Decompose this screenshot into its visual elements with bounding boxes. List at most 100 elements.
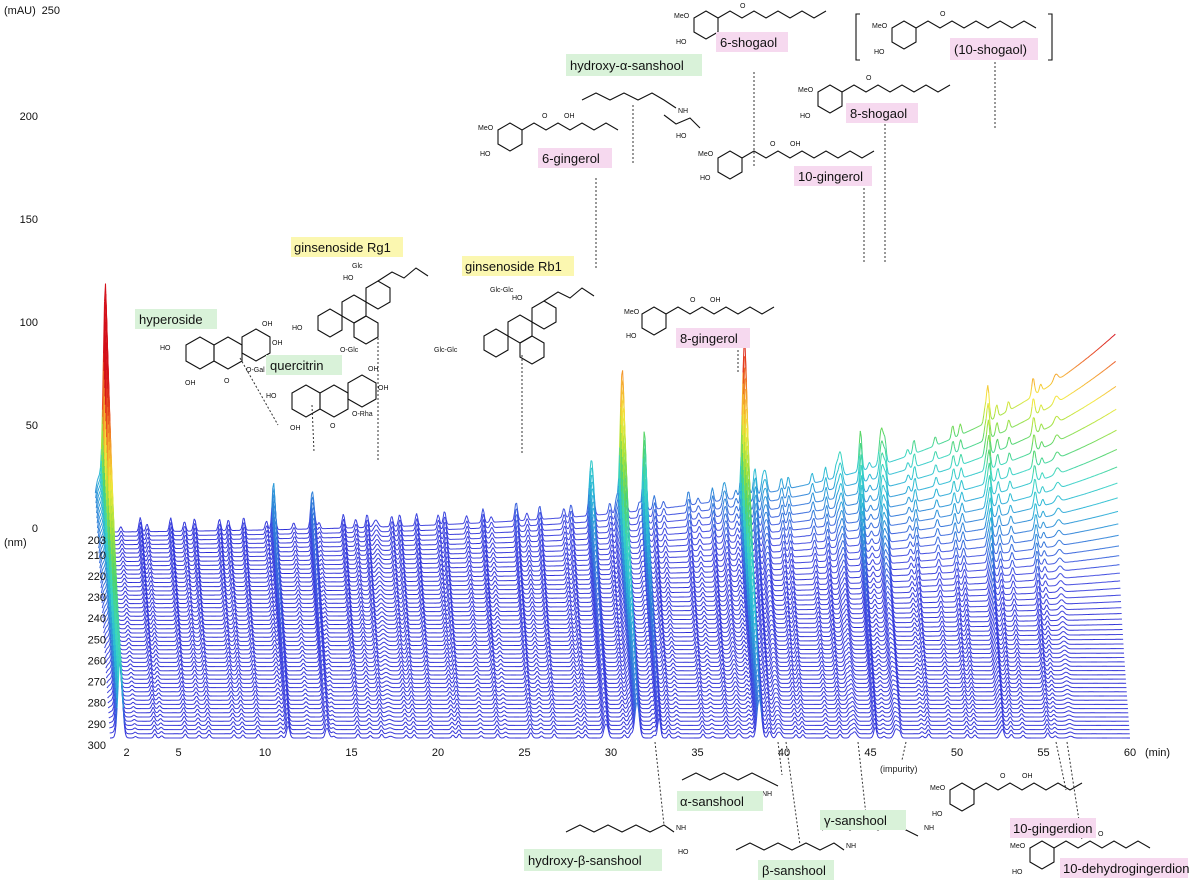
- x-tick-label: 10: [259, 747, 271, 759]
- z-tick-label: 300: [88, 740, 106, 752]
- structure-8-gingerol: MeO HO O OH: [624, 297, 775, 340]
- structure-ginsenoside-rb1: Glc-Glc HO Glc-Glc: [434, 287, 595, 365]
- x-tick-label: 30: [605, 747, 617, 759]
- structure-quercitrin: HO OH O O-Rha OH OH: [266, 366, 389, 432]
- structure-6-gingerol: MeO HO O OH: [478, 113, 619, 158]
- z-ticks: 203 210 220 230 240 250 260 270 280 290 300: [88, 535, 106, 752]
- z-tick-label: 270: [88, 677, 106, 689]
- y-tick-label: 150: [20, 214, 38, 226]
- z-tick-label: 240: [88, 613, 106, 625]
- trace-26: [102, 519, 1124, 642]
- trace-45: [108, 637, 1129, 722]
- leader-impurity: [901, 741, 907, 761]
- compound-labels: hyperoside quercitrin ginsenoside Rg1 gi…: [135, 32, 1189, 880]
- label-8-gingerol: 8-gingerol: [676, 328, 750, 348]
- trace-1: [95, 294, 1116, 537]
- z-tick-label: 203: [88, 535, 106, 547]
- leader-10-dehydrogingerdion: [1066, 741, 1083, 841]
- y-tick-label: 100: [20, 317, 38, 329]
- z-tick-label: 290: [88, 719, 106, 731]
- label-quercitrin: quercitrin: [266, 355, 342, 375]
- x-ticks: 2 5 10 15 20 25 30 35 40 45 50 55 60: [124, 747, 1137, 759]
- x-tick-label: 55: [1037, 747, 1049, 759]
- structure-hydroxy-alpha-sanshool: NH HO: [581, 92, 701, 140]
- trace-48: [109, 651, 1130, 735]
- z-axis-label: (nm): [4, 537, 27, 549]
- label-6-shogaol: 6-shogaol: [716, 32, 788, 52]
- structure-beta-sanshool: NH: [735, 842, 856, 851]
- label-beta-sanshool: β-sanshool: [758, 860, 834, 880]
- z-tick-label: 220: [88, 571, 106, 583]
- z-tick-label: 230: [88, 592, 106, 604]
- y-tick-label: 250: [42, 5, 60, 17]
- label-ginsenoside-rb1: ginsenoside Rb1: [462, 256, 574, 276]
- structure-10-shogaol: MeO HO O: [855, 11, 1053, 61]
- trace-0: [94, 283, 1116, 533]
- label-8-shogaol: 8-shogaol: [846, 103, 918, 123]
- x-tick-label: 45: [864, 747, 876, 759]
- x-tick-label: 20: [432, 747, 444, 759]
- x-tick-label: 60: [1124, 747, 1136, 759]
- z-tick-label: 250: [88, 634, 106, 646]
- y-axis-label: (mAU): [4, 5, 36, 17]
- leader-alpha-sanshool: [777, 741, 783, 776]
- x-tick-label: 50: [951, 747, 963, 759]
- label-hyperoside: hyperoside: [135, 309, 217, 329]
- structure-ginsenoside-rg1: Glc HO HO O-Glc: [292, 263, 429, 354]
- trace-9: [97, 374, 1119, 571]
- trace-layer: [94, 283, 1130, 739]
- structure-10-gingerdion: MeO HO O OH: [930, 773, 1083, 818]
- label-gamma-sanshool: γ-sanshool: [820, 810, 906, 830]
- label-10-dehydrogingerdion: 10-dehydrogingerdion: [1060, 858, 1189, 878]
- trace-47: [109, 646, 1130, 731]
- y-tick-label: 50: [26, 420, 38, 432]
- y-tick-label: 0: [32, 523, 38, 535]
- trace-3: [95, 315, 1117, 546]
- trace-11: [98, 393, 1119, 579]
- label-alpha-sanshool: α-sanshool: [677, 791, 763, 811]
- y-ticks: 0 50 100 150 200 250: [20, 5, 60, 535]
- trace-49: [110, 656, 1130, 739]
- trace-43: [107, 626, 1129, 714]
- structure-hydroxy-beta-sanshool: NH HO: [565, 824, 689, 856]
- x-tick-label: 2: [124, 747, 130, 759]
- label-6-gingerol: 6-gingerol: [538, 148, 612, 168]
- structure-alpha-sanshool: NH: [681, 772, 779, 798]
- label-hydroxy-alpha-sanshool: hydroxy-α-sanshool: [566, 54, 702, 76]
- structure-10-gingerol: MeO HO O OH: [698, 141, 875, 182]
- x-axis-label: (min): [1145, 747, 1170, 759]
- structure-8-shogaol: MeO HO O: [798, 75, 951, 120]
- structure-hyperoside: HO OH O O-Gal OH OH: [160, 321, 283, 387]
- label-ginsenoside-rg1: ginsenoside Rg1: [291, 237, 403, 257]
- label-10-shogaol: (10-shogaol): [950, 38, 1038, 60]
- leader-gamma-sanshool: [857, 741, 867, 816]
- z-tick-label: 260: [88, 656, 106, 668]
- x-tick-label: 15: [345, 747, 357, 759]
- trace-17: [99, 447, 1121, 605]
- leader-beta-sanshool: [785, 741, 801, 846]
- z-tick-label: 210: [88, 550, 106, 562]
- leader-hyperoside: [239, 357, 279, 426]
- label-10-gingerdion: 10-gingerdion: [1010, 818, 1096, 838]
- leader-10-gingerdion: [1055, 741, 1067, 791]
- x-tick-label: 25: [518, 747, 530, 759]
- x-tick-label: 35: [691, 747, 703, 759]
- leader-hydroxy-beta: [654, 741, 665, 826]
- trace-22: [101, 488, 1122, 626]
- leader-lines: [239, 62, 1083, 846]
- label-impurity: (impurity): [880, 764, 918, 774]
- x-tick-label: 5: [175, 747, 181, 759]
- label-hydroxy-beta-sanshool: hydroxy-β-sanshool: [524, 849, 662, 871]
- trace-10: [97, 384, 1119, 575]
- trace-33: [104, 567, 1126, 672]
- z-tick-label: 280: [88, 698, 106, 710]
- trace-32: [104, 561, 1125, 668]
- trace-34: [105, 574, 1126, 676]
- trace-29: [103, 540, 1124, 655]
- y-tick-label: 200: [20, 111, 38, 123]
- trace-6: [96, 345, 1118, 558]
- x-tick-label: 40: [778, 747, 790, 759]
- label-10-gingerol: 10-gingerol: [794, 166, 872, 186]
